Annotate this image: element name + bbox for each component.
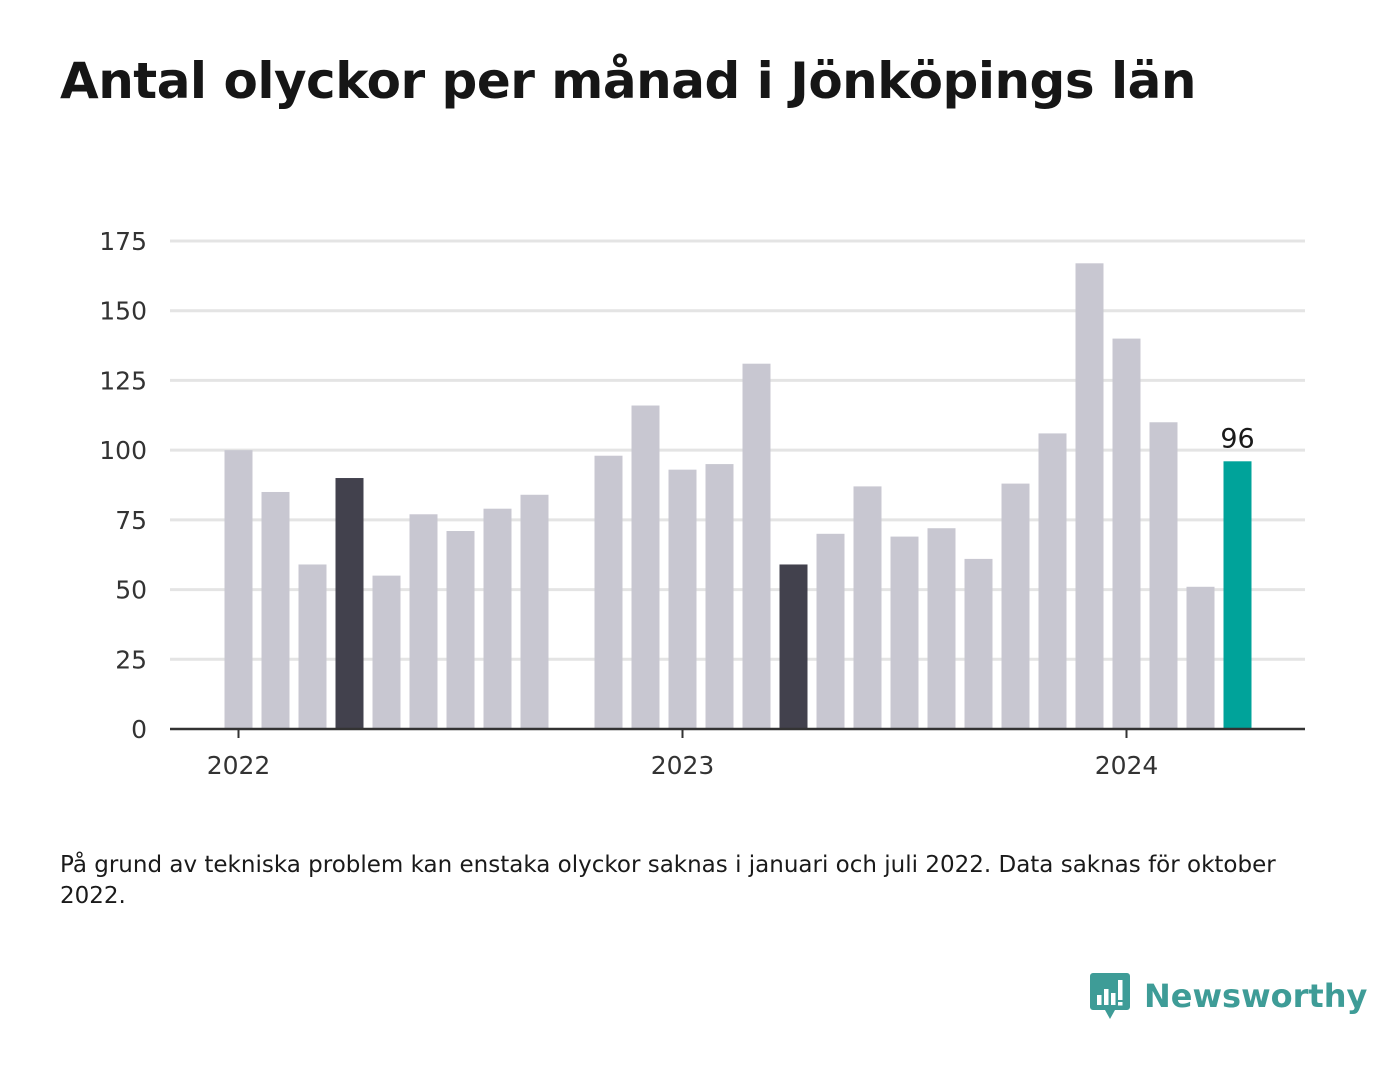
bar-2023-06 — [853, 486, 882, 729]
y-tick-label: 75 — [115, 506, 147, 535]
y-tick-label: 125 — [99, 366, 147, 395]
bar-2022-04 — [335, 478, 364, 729]
bar-2022-08 — [483, 508, 512, 729]
bar-2022-01 — [224, 450, 253, 729]
chart-area: 0 25 50 75 100 125 150 175 96 2022 2023 2024 — [0, 200, 1400, 800]
bar-2023-09 — [964, 558, 993, 729]
bar-2023-04 — [779, 564, 808, 729]
bar-2022-02 — [261, 491, 290, 729]
bar-2022-09 — [520, 494, 549, 729]
y-tick-label: 50 — [115, 576, 147, 605]
chart-title: Antal olyckor per månad i Jönköpings län — [60, 52, 1196, 110]
y-tick-label: 0 — [131, 715, 147, 744]
bar-2023-02 — [705, 464, 734, 729]
bar-2022-11 — [594, 455, 623, 729]
footnote: På grund av tekniska problem kan enstaka… — [60, 852, 1276, 909]
y-tick-label: 150 — [99, 297, 147, 326]
bar-2023-10 — [1001, 483, 1030, 729]
brand-logo: Newsworthy — [1090, 970, 1367, 1022]
bar-2022-03 — [298, 564, 327, 729]
bar-2023-03 — [742, 363, 771, 729]
bar-chart: 0 25 50 75 100 125 150 175 96 2022 2023 2024 — [99, 227, 1305, 780]
newsworthy-logo-icon — [1090, 973, 1130, 1019]
y-tick-label: 100 — [99, 436, 147, 465]
bar-2022-06 — [409, 514, 438, 729]
brand-name: Newsworthy — [1144, 977, 1368, 1015]
bar-2023-08 — [927, 528, 956, 729]
x-tick-label: 2024 — [1095, 751, 1159, 780]
x-tick-label: 2022 — [207, 751, 271, 780]
bar-2024-02 — [1149, 422, 1178, 729]
y-tick-label: 175 — [99, 227, 147, 256]
bar-2022-05 — [372, 575, 401, 729]
bar-2024-04 — [1223, 461, 1252, 729]
data-label: 96 — [1220, 423, 1254, 454]
bar-2023-11 — [1038, 433, 1067, 729]
y-tick-label: 25 — [115, 645, 147, 674]
bar-2023-12 — [1075, 263, 1104, 729]
bar-2023-05 — [816, 533, 845, 729]
bar-2022-07 — [446, 531, 475, 729]
x-tick-label: 2023 — [651, 751, 715, 780]
bar-2023-07 — [890, 536, 919, 729]
bar-2024-03 — [1186, 586, 1215, 729]
bar-2022-12 — [631, 405, 660, 729]
bar-2023-01 — [668, 469, 697, 729]
bar-2024-01 — [1112, 338, 1141, 729]
